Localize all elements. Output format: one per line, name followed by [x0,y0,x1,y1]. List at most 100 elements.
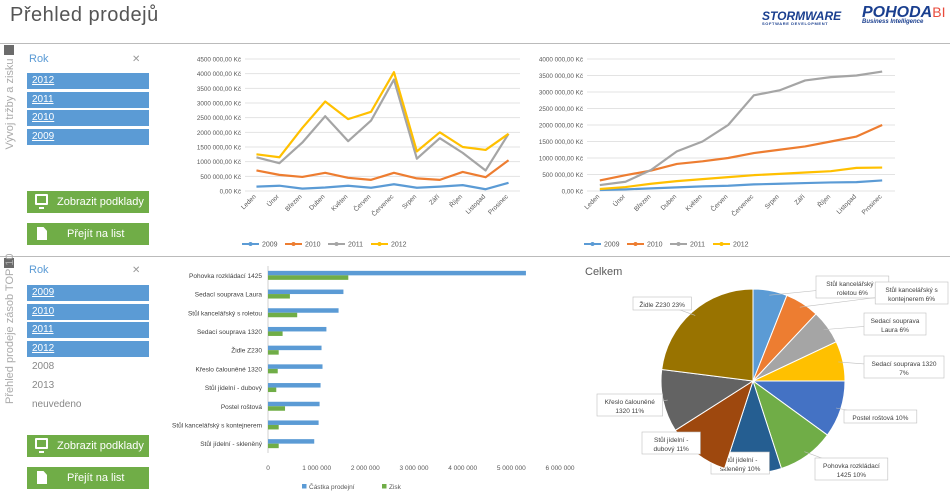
legend-marker-2012 [719,242,724,246]
x-tick-label: Říjen [815,192,832,209]
slicer-item-2010[interactable]: 2010 [27,110,149,126]
data-label: 1320 11% [615,408,644,415]
y-tick-label: 1000 000,00 Kč [539,156,583,163]
slicer-item-2011[interactable]: 2011 [27,322,149,338]
series-line-2011 [256,78,510,172]
x-tick-label: 4 000 000 [448,465,477,472]
document-icon [37,471,47,484]
pohoda-bi-logo: POHODABI Business Intelligence [862,4,946,25]
bar-zisk [268,406,286,411]
bar-castka [268,439,315,444]
show-data-button[interactable]: Zobrazit podklady [27,191,149,213]
data-label: dubový 11% [654,446,690,453]
section-marker [4,258,14,268]
go-to-sheet-button[interactable]: Přejít na list [27,223,149,245]
data-label: Sedací souprava [871,318,920,325]
document-icon [37,227,47,240]
bar-zisk [268,368,278,374]
data-label-box [863,355,945,379]
x-tick-label: 5 000 000 [497,465,526,472]
data-label: Sedací souprava 1320 [871,361,936,368]
x-tick-label: Březen [633,193,653,213]
slicer-item-2009[interactable]: 2009 [27,129,149,145]
legend-marker-2011 [676,242,681,246]
data-label: roletou 6% [837,290,868,297]
data-label: kontejnerem 6% [888,296,935,303]
category-label: Sedací souprava Laura [195,292,263,299]
cumulative-sales-line-chart: 0,00 Kč 500 000,00 Kč 1000 000,00 Kč 1500 0… [539,57,895,249]
bar-castka [268,326,327,332]
legend-label-2010: 2010 [647,242,663,249]
show-data-button[interactable]: Zobrazit podklady [27,435,149,457]
y-tick-label: 2500 000,00 Kč [197,115,241,122]
data-label: Židle Z230 23% [639,300,685,309]
slicer-item-neuvedeno[interactable]: neuvedeno [32,399,82,410]
legend-swatch [382,484,387,489]
y-tick-label: 2500 000,00 Kč [539,106,583,113]
legend-label-2012: 2012 [391,242,407,249]
category-label: Stůl jídelní - dubový [205,384,263,392]
x-tick-label: 2 000 000 [351,465,380,472]
y-tick-label: 1500 000,00 Kč [539,139,583,146]
data-label-box [641,431,701,455]
slicer-item-2012[interactable]: 2012 [27,341,149,357]
legend-label-2010: 2010 [305,242,321,249]
legend-label: Zisk [389,484,402,491]
section-vertical-label: Vývoj tržby a zisku [4,58,16,150]
slicer-item-2011[interactable]: 2011 [27,92,149,108]
section-divider [0,256,950,257]
pie-slice [661,288,754,382]
legend-marker-2010 [291,242,296,246]
slicer-item-2010[interactable]: 2010 [27,304,149,320]
x-tick-label: Červenec [729,192,756,219]
data-label: Stůl kancelářský s [826,280,879,288]
bar-castka [268,420,319,425]
category-label: Křeslo čalouněné 1320 [196,366,263,373]
legend-marker-2012 [377,242,382,246]
go-to-sheet-button[interactable]: Přejít na list [27,467,149,489]
clear-filter-icon[interactable]: ✕ [132,265,141,276]
category-label: Židle Z230 [231,346,262,355]
data-label-box [874,281,949,305]
legend-marker-2011 [334,242,339,246]
category-label: Postel roštová [221,404,263,411]
x-tick-label: Leden [584,193,602,211]
legend-marker-2009 [248,242,253,246]
bar-castka [268,270,526,276]
data-label: Stůl kancelářský s [885,286,938,294]
bar-castka [268,383,321,388]
y-tick-label: 4000 000,00 Kč [539,57,583,64]
top10-bar-chart: 0 1 000 000 2 000 000 3 000 000 4 000 000 5 0… [172,266,575,491]
stormware-logo: STORMWARE SOFTWARE DEVELOPMENT [762,9,842,26]
slicer-item-2008[interactable]: 2008 [32,361,55,372]
x-tick-label: Červenec [369,192,396,219]
y-tick-label: 500 000,00 Kč [200,174,241,181]
chart-title: Celkem [585,266,622,278]
y-tick-label: 2000 000,00 Kč [197,130,241,137]
slicer-item-2012[interactable]: 2012 [27,73,149,89]
data-label-box [632,296,692,311]
x-tick-label: Listopad [465,193,488,216]
x-tick-label: Květen [685,193,705,213]
x-tick-label: Květen [330,193,350,213]
x-tick-label: 3 000 000 [400,465,429,472]
x-tick-label: Září [793,193,806,206]
data-label-box [843,409,918,424]
data-label: 1425 10% [837,472,866,479]
bar-zisk [268,294,290,299]
header-divider [0,43,950,44]
x-tick-label: Listopad [836,193,859,216]
x-tick-label: 1 000 000 [302,465,331,472]
slicer-item-2009[interactable]: 2009 [27,285,149,301]
section-vertical-label: Přehled prodeje zásob TOP 10 [4,253,16,404]
slicer-item-2013[interactable]: 2013 [32,380,55,391]
data-label: Laura 6% [881,327,909,334]
x-tick-label: Leden [240,193,258,211]
category-label: Pohovka rozkládací 1425 [189,273,262,280]
data-label-box [596,393,663,417]
y-tick-label: 3000 000,00 Kč [539,90,583,97]
clear-filter-icon[interactable]: ✕ [132,54,141,65]
data-label: Postel roštová 10% [852,415,908,422]
x-tick-label: Září [428,193,441,206]
monitor-icon [35,194,48,209]
